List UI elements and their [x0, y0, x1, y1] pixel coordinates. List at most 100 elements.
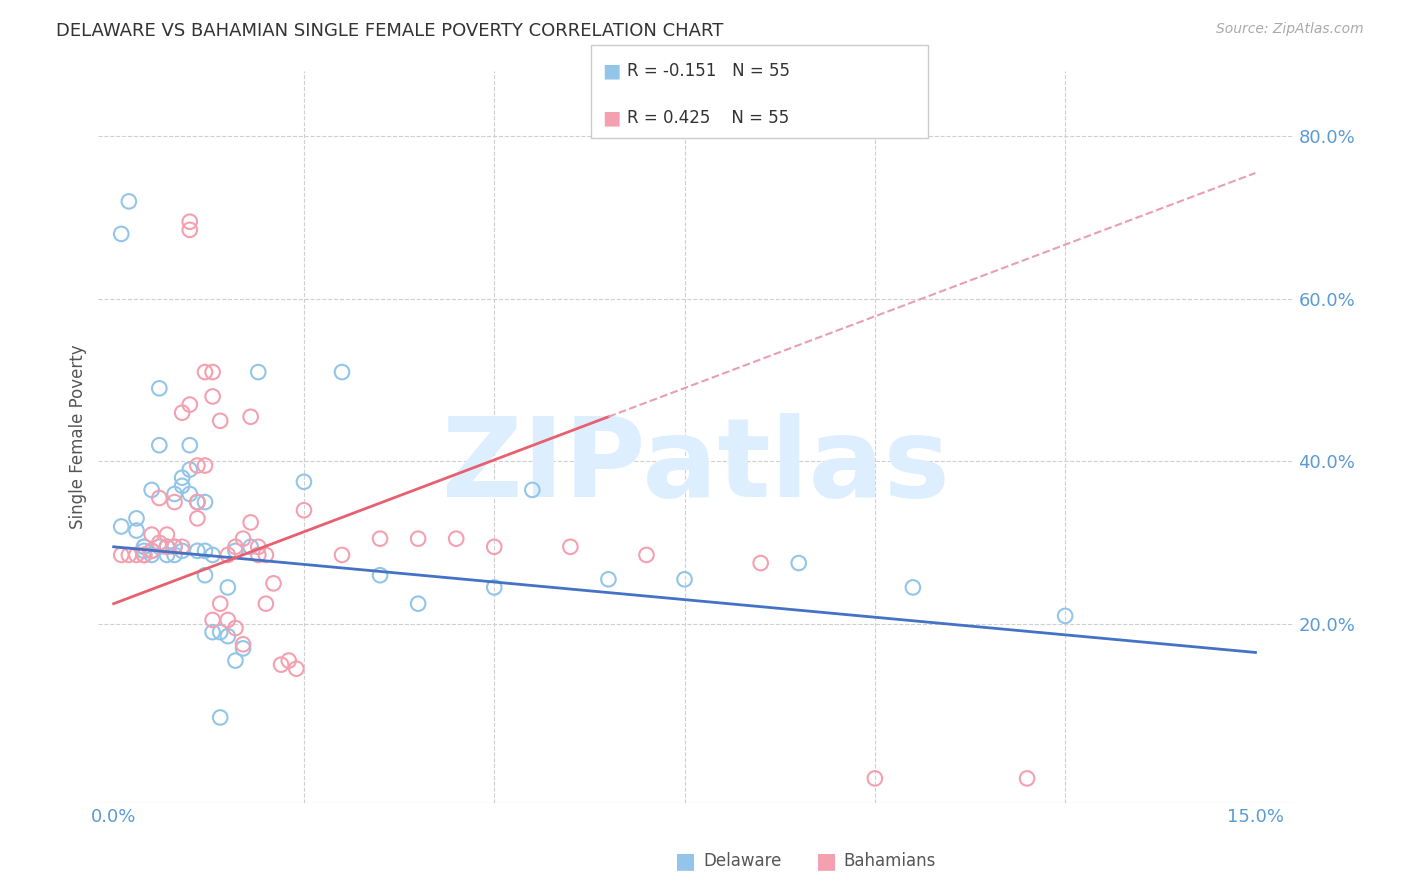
Point: [179, 398, 201, 412]
Text: ZIPatlas: ZIPatlas: [441, 413, 950, 520]
Point: [148, 540, 170, 554]
Point: [201, 389, 224, 403]
Point: [673, 572, 696, 586]
Point: [636, 548, 658, 562]
Point: [132, 540, 155, 554]
Point: [277, 654, 299, 668]
Point: [239, 516, 262, 530]
Text: R = -0.151   N = 55: R = -0.151 N = 55: [627, 62, 790, 79]
Point: [141, 544, 163, 558]
Text: ■: ■: [602, 108, 620, 128]
Text: ■: ■: [815, 851, 837, 871]
Point: [224, 654, 246, 668]
Point: [141, 544, 163, 558]
Point: [186, 495, 208, 509]
Point: [224, 540, 246, 554]
Point: [330, 548, 353, 562]
Point: [224, 621, 246, 635]
Point: [560, 540, 582, 554]
Point: [179, 215, 201, 229]
Point: [239, 409, 262, 424]
Point: [156, 548, 179, 562]
Point: [484, 581, 506, 595]
Point: [132, 540, 155, 554]
Point: [209, 710, 232, 724]
Point: [444, 532, 467, 546]
Point: [172, 406, 194, 420]
Point: [270, 657, 292, 672]
Point: [254, 597, 277, 611]
Point: [254, 548, 277, 562]
Point: [179, 438, 201, 452]
Point: [598, 572, 620, 586]
Point: [194, 544, 217, 558]
Point: [163, 540, 186, 554]
Point: [163, 548, 186, 562]
Point: [179, 487, 201, 501]
Point: [110, 227, 132, 241]
Point: [1017, 772, 1039, 786]
Point: [201, 625, 224, 640]
Point: [232, 532, 254, 546]
Point: [148, 438, 170, 452]
Point: [863, 772, 886, 786]
Text: DELAWARE VS BAHAMIAN SINGLE FEMALE POVERTY CORRELATION CHART: DELAWARE VS BAHAMIAN SINGLE FEMALE POVER…: [56, 22, 724, 40]
Point: [186, 495, 208, 509]
Point: [247, 540, 270, 554]
Point: [239, 540, 262, 554]
Point: [172, 544, 194, 558]
Point: [125, 548, 148, 562]
Point: [132, 548, 155, 562]
Point: [194, 568, 217, 582]
Point: [194, 365, 217, 379]
Text: R = 0.425    N = 55: R = 0.425 N = 55: [627, 109, 789, 127]
Point: [406, 532, 429, 546]
Point: [330, 365, 353, 379]
Point: [163, 495, 186, 509]
Point: [368, 532, 391, 546]
Text: ■: ■: [602, 62, 620, 80]
Point: [186, 511, 208, 525]
Point: [118, 194, 141, 209]
Point: [224, 544, 246, 558]
Point: [110, 548, 132, 562]
Point: [148, 491, 170, 505]
Point: [292, 503, 315, 517]
Point: [110, 519, 132, 533]
Point: [901, 581, 924, 595]
Point: [163, 487, 186, 501]
Point: [141, 483, 163, 497]
Point: [749, 556, 772, 570]
Point: [172, 540, 194, 554]
Point: [118, 548, 141, 562]
Point: [787, 556, 810, 570]
Point: [186, 495, 208, 509]
Point: [132, 544, 155, 558]
Point: [368, 568, 391, 582]
Point: [522, 483, 544, 497]
Point: [194, 495, 217, 509]
Point: [132, 548, 155, 562]
Point: [201, 548, 224, 562]
Point: [156, 527, 179, 541]
Point: [125, 524, 148, 538]
Point: [141, 527, 163, 541]
Point: [217, 548, 239, 562]
Point: [285, 662, 308, 676]
Point: [1054, 608, 1077, 623]
Point: [163, 540, 186, 554]
Point: [209, 414, 232, 428]
Point: [179, 462, 201, 476]
Point: [247, 365, 270, 379]
Point: [209, 597, 232, 611]
Point: [172, 471, 194, 485]
Point: [406, 597, 429, 611]
Y-axis label: Single Female Poverty: Single Female Poverty: [69, 345, 87, 529]
Text: Bahamians: Bahamians: [844, 852, 936, 870]
Point: [194, 458, 217, 473]
Point: [217, 629, 239, 643]
Point: [186, 544, 208, 558]
Point: [263, 576, 285, 591]
Point: [484, 540, 506, 554]
Text: ■: ■: [675, 851, 696, 871]
